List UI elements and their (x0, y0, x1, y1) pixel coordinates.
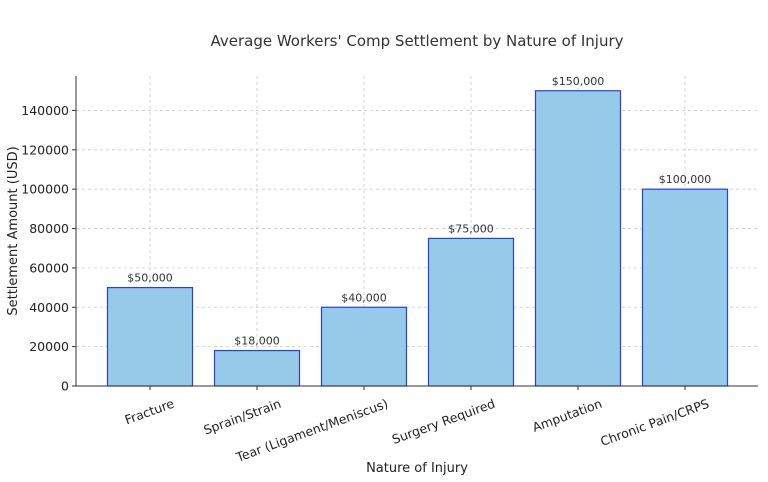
bar (641, 188, 729, 387)
bar (427, 237, 515, 387)
y-tick-label: 40000 (29, 300, 69, 315)
axis-layer (75, 76, 758, 387)
y-tick-label: 140000 (21, 103, 69, 118)
x-tick-label: Sprain/Strain (201, 396, 283, 438)
bar-data-label: $50,000 (127, 272, 173, 285)
bar-data-label: $150,000 (552, 75, 605, 88)
x-axis-label: Nature of Injury (366, 461, 468, 476)
y-tick-layer: 0 20000 40000 60000 80000 100000 120000 140000 (21, 103, 76, 394)
bar-data-label: $100,000 (659, 173, 712, 186)
y-tick-label: 100000 (21, 182, 69, 197)
chart-title: Average Workers' Comp Settlement by Natu… (210, 32, 623, 50)
bar-data-label: $75,000 (448, 222, 494, 235)
bar-data-label: $18,000 (234, 335, 280, 348)
y-tick-label: 60000 (29, 260, 69, 275)
y-tick-label: 80000 (29, 221, 69, 236)
x-tick-label: Amputation (530, 396, 604, 435)
bar (213, 349, 301, 387)
bar (320, 306, 408, 387)
x-tick-label: Chronic Pain/CRPS (598, 396, 711, 449)
y-tick-label: 0 (61, 379, 69, 394)
bar-layer (106, 90, 729, 387)
x-tick-label: Surgery Required (390, 396, 497, 447)
y-tick-label: 120000 (21, 142, 69, 157)
bar (534, 90, 622, 387)
bar (106, 286, 194, 387)
data-label-layer: $50,000 $18,000 $40,000 $75,000 $150,000 $100… (127, 75, 711, 348)
y-tick-label: 20000 (29, 339, 69, 354)
bar-data-label: $40,000 (341, 291, 387, 304)
x-tick-label: Fracture (123, 396, 177, 428)
y-axis-label: Settlement Amount (USD) (6, 146, 21, 315)
